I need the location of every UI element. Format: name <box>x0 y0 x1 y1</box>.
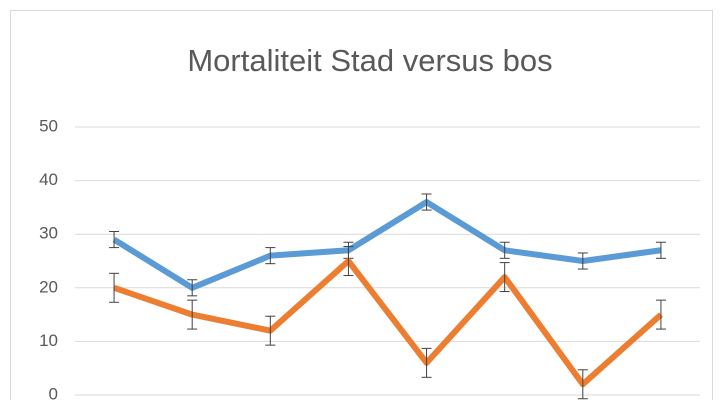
error-bar <box>499 262 510 293</box>
error-bar <box>265 315 276 346</box>
y-tick-label: 20 <box>39 277 58 296</box>
error-bar <box>421 193 432 211</box>
error-bar <box>187 279 198 297</box>
error-bar <box>499 241 510 259</box>
error-bar <box>421 347 432 378</box>
y-tick-label: 40 <box>39 170 58 189</box>
error-bar <box>109 272 120 303</box>
y-tick-label: 10 <box>39 331 58 350</box>
y-tick-label: 50 <box>39 116 58 135</box>
y-tick-label: 0 <box>49 384 58 400</box>
error-bar <box>109 231 120 249</box>
error-bar <box>577 252 588 270</box>
chart-title: Mortaliteit Stad versus bos <box>187 43 552 78</box>
error-bar <box>655 241 666 259</box>
error-bar <box>343 246 354 276</box>
y-tick-label: 30 <box>39 224 58 243</box>
error-bar <box>655 299 666 330</box>
error-bar <box>577 369 588 400</box>
series-line <box>112 199 662 291</box>
error-bar <box>187 299 198 330</box>
series-line <box>113 258 663 388</box>
chart-border <box>10 10 713 400</box>
error-bar <box>265 247 276 265</box>
